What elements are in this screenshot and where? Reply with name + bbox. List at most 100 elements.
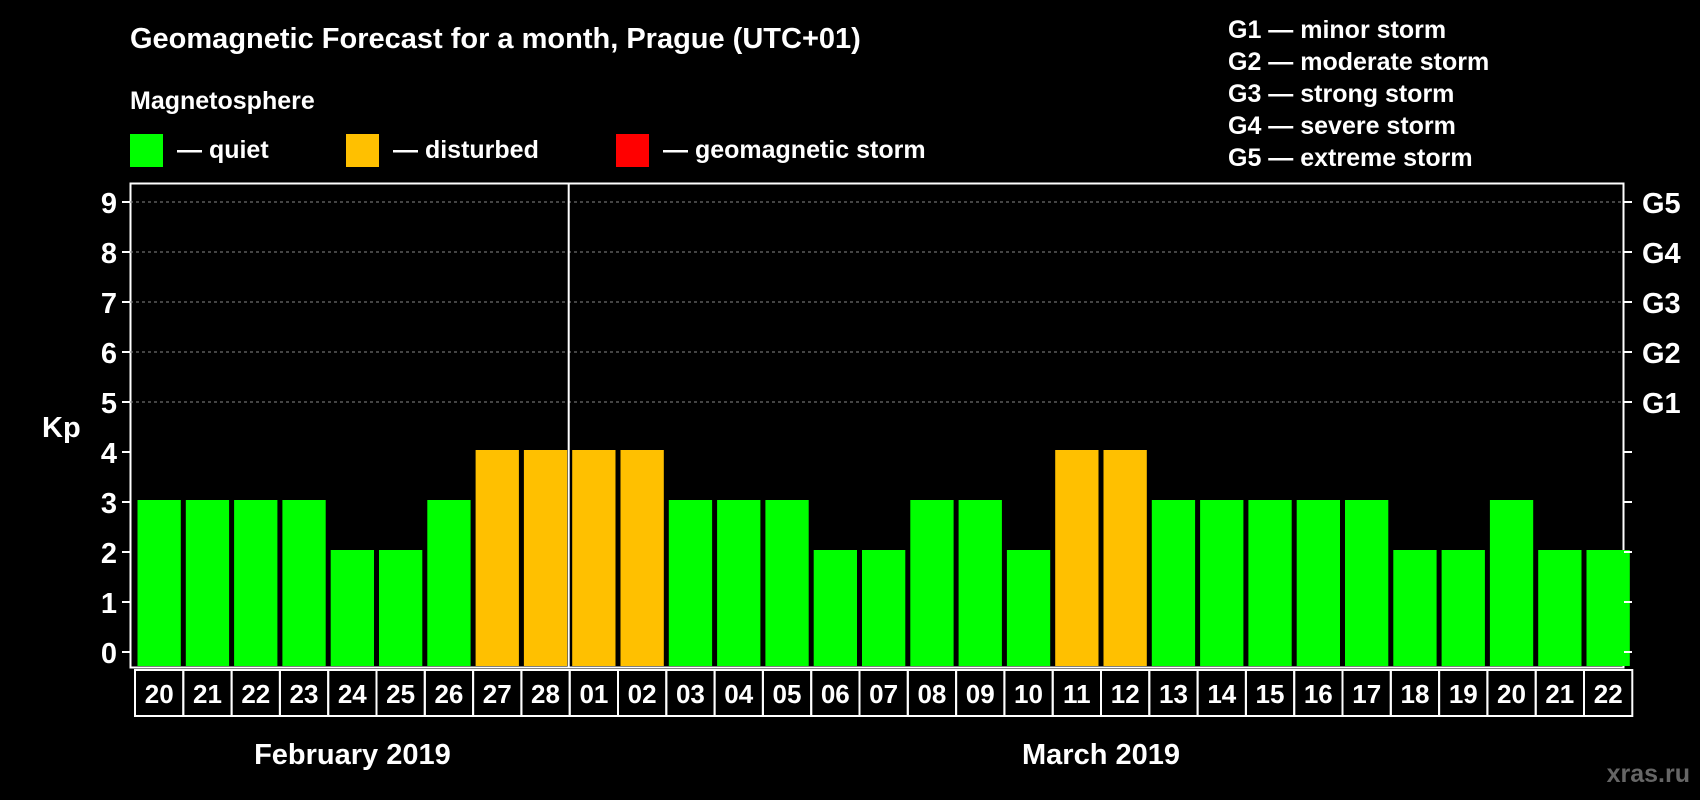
x-tick-label-30: 21 bbox=[1545, 679, 1574, 709]
legend-swatch-storm bbox=[616, 134, 649, 167]
x-tick-label-10: 01 bbox=[579, 679, 608, 709]
watermark: xras.ru bbox=[1607, 760, 1690, 788]
y-tick-label-3: 3 bbox=[101, 488, 117, 520]
bar-3 bbox=[234, 500, 278, 666]
x-tick-label-13: 04 bbox=[724, 679, 753, 709]
bar-12 bbox=[668, 500, 713, 666]
y-tick-label-9: 9 bbox=[101, 188, 117, 220]
legend-label-disturbed: — disturbed bbox=[393, 136, 539, 164]
right-tick-label-g5: G5 bbox=[1642, 188, 1681, 220]
x-tick-label-1: 20 bbox=[145, 679, 174, 709]
x-tick-label-11: 02 bbox=[628, 679, 657, 709]
bar-28 bbox=[1441, 550, 1485, 666]
bar-23 bbox=[1200, 500, 1244, 666]
x-axis-labels: 20 21 22 23 24 25 26 27 28 01 02 03 04 05 06 07 08 09 10 11… bbox=[134, 669, 1634, 717]
plot-frame bbox=[129, 182, 1625, 669]
x-tick-label-19: 10 bbox=[1014, 679, 1043, 709]
legend-label-quiet: — quiet bbox=[177, 136, 269, 164]
bar-24 bbox=[1248, 500, 1292, 666]
legend-swatch-disturbed bbox=[346, 134, 379, 167]
right-tick-label-g3: G3 bbox=[1642, 288, 1681, 320]
right-tick-label-g2: G2 bbox=[1642, 338, 1681, 370]
y-tick-label-7: 7 bbox=[101, 288, 117, 320]
month-labels: February 2019 March 2019 bbox=[254, 739, 1180, 771]
bar-8 bbox=[475, 450, 519, 666]
month-label-1: February 2019 bbox=[254, 739, 451, 771]
bar-31 bbox=[1586, 550, 1630, 666]
bar-25 bbox=[1296, 500, 1340, 666]
x-tick-label-3: 22 bbox=[241, 679, 270, 709]
x-tick-label-16: 07 bbox=[869, 679, 898, 709]
bar-16 bbox=[862, 550, 906, 666]
bar-5 bbox=[330, 550, 374, 666]
x-tick-label-21: 12 bbox=[1111, 679, 1140, 709]
bar-27 bbox=[1393, 550, 1437, 666]
storm-scale-g5: G5 — extreme storm bbox=[1228, 144, 1473, 172]
legend-swatch-quiet bbox=[130, 134, 163, 167]
x-tick-label-23: 14 bbox=[1207, 679, 1236, 709]
y-tick-label-5: 5 bbox=[101, 388, 117, 420]
x-tick-label-24: 15 bbox=[1256, 679, 1285, 709]
bar-1 bbox=[137, 500, 181, 666]
x-tick-label-26: 17 bbox=[1352, 679, 1381, 709]
bar-29 bbox=[1489, 500, 1534, 666]
bar-21 bbox=[1103, 450, 1147, 666]
x-tick-label-4: 23 bbox=[290, 679, 319, 709]
bars bbox=[137, 450, 1630, 666]
y-axis-ticks: 0 1 2 3 4 5 6 7 8 9 bbox=[101, 188, 1632, 670]
bar-4 bbox=[282, 500, 326, 666]
bar-20 bbox=[1055, 450, 1099, 666]
bar-15 bbox=[813, 550, 857, 666]
bar-10 bbox=[572, 450, 616, 666]
x-tick-label-18: 09 bbox=[966, 679, 995, 709]
x-tick-label-9: 28 bbox=[531, 679, 560, 709]
y-tick-label-4: 4 bbox=[101, 438, 117, 470]
x-tick-label-17: 08 bbox=[917, 679, 946, 709]
right-tick-label-g1: G1 bbox=[1642, 388, 1681, 420]
x-tick-label-20: 11 bbox=[1063, 679, 1091, 709]
storm-scale-g1: G1 — minor storm bbox=[1228, 16, 1446, 44]
y-tick-label-8: 8 bbox=[101, 238, 117, 270]
x-tick-label-8: 27 bbox=[483, 679, 512, 709]
chart-title: Geomagnetic Forecast for a month, Prague… bbox=[130, 23, 861, 55]
bar-19 bbox=[1006, 550, 1051, 666]
x-tick-label-15: 06 bbox=[821, 679, 850, 709]
x-label-box-31 bbox=[1583, 669, 1634, 717]
storm-scale-g4: G4 — severe storm bbox=[1228, 112, 1456, 140]
bar-6 bbox=[379, 550, 423, 666]
y-tick-label-1: 1 bbox=[101, 588, 117, 620]
bar-14 bbox=[765, 500, 809, 666]
x-tick-label-29: 20 bbox=[1497, 679, 1526, 709]
bar-26 bbox=[1345, 500, 1389, 666]
bar-18 bbox=[958, 500, 1002, 666]
x-tick-label-7: 26 bbox=[434, 679, 463, 709]
storm-scale-g3: G3 — strong storm bbox=[1228, 80, 1454, 108]
bar-9 bbox=[523, 450, 568, 666]
x-tick-label-31: 22 bbox=[1594, 679, 1623, 709]
month-label-2: March 2019 bbox=[1022, 739, 1180, 771]
y-tick-label-0: 0 bbox=[101, 638, 117, 670]
grid-lines bbox=[130, 201, 1624, 403]
bar-2 bbox=[185, 500, 230, 666]
bar-22 bbox=[1151, 500, 1196, 666]
bar-13 bbox=[717, 500, 761, 666]
right-axis-ticks: G1 G2 G3 G4 G5 bbox=[1642, 188, 1681, 420]
legend-title: Magnetosphere bbox=[130, 87, 315, 115]
right-tick-label-g4: G4 bbox=[1642, 238, 1681, 270]
x-tick-label-6: 25 bbox=[386, 679, 415, 709]
y-axis-label: Kp bbox=[42, 412, 81, 444]
bar-30 bbox=[1538, 550, 1582, 666]
x-tick-label-5: 24 bbox=[338, 679, 367, 709]
x-tick-label-25: 16 bbox=[1304, 679, 1333, 709]
x-tick-label-2: 21 bbox=[193, 679, 222, 709]
bar-11 bbox=[620, 450, 664, 666]
bar-7 bbox=[427, 500, 471, 666]
x-tick-label-27: 18 bbox=[1401, 679, 1430, 709]
bar-17 bbox=[910, 500, 954, 666]
x-tick-label-28: 19 bbox=[1449, 679, 1478, 709]
x-tick-label-22: 13 bbox=[1159, 679, 1188, 709]
x-tick-label-12: 03 bbox=[676, 679, 705, 709]
x-tick-label-14: 05 bbox=[773, 679, 802, 709]
y-tick-label-2: 2 bbox=[101, 538, 117, 570]
